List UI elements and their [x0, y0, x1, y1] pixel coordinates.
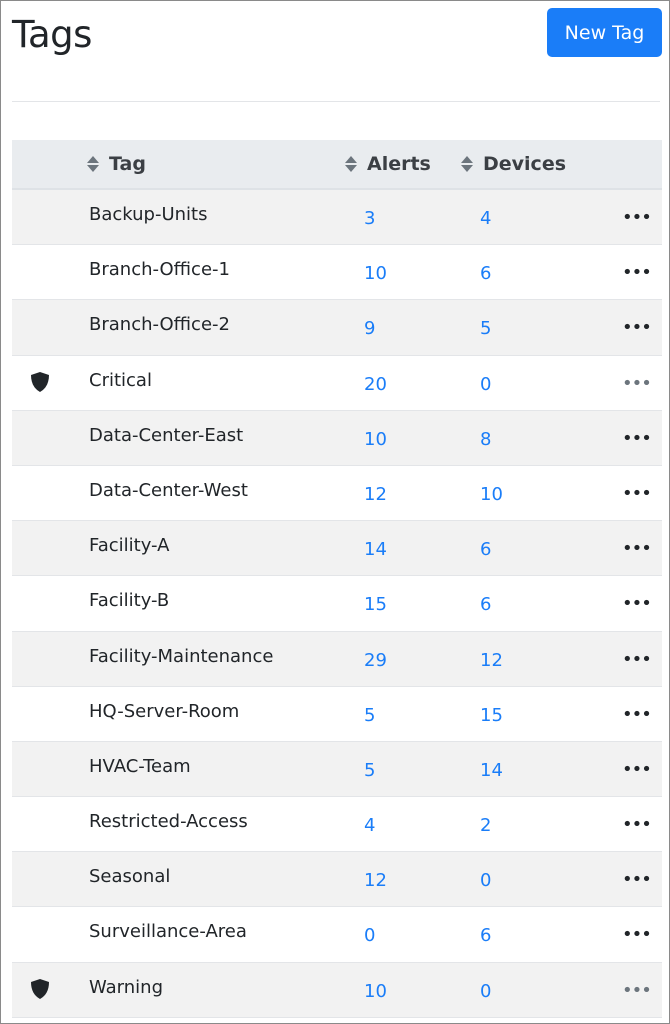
devices-link[interactable]: 4	[480, 208, 492, 229]
header-label: Alerts	[367, 153, 431, 175]
alerts-link[interactable]: 29	[364, 649, 387, 671]
alerts-link[interactable]: 5	[364, 759, 376, 781]
tag-name[interactable]: Critical	[89, 369, 152, 391]
alerts-link[interactable]: 3	[364, 208, 376, 229]
alerts-link[interactable]: 14	[364, 539, 387, 561]
tag-name[interactable]: Data-Center-West	[89, 479, 248, 501]
sort-devices-header[interactable]: Devices	[461, 153, 566, 175]
alerts-link[interactable]: 5	[364, 704, 376, 726]
tags-table: Tag Alerts Devices Backup-Units 3 4 ••• Bran…	[12, 140, 662, 1018]
tag-name[interactable]: Facility-Maintenance	[89, 645, 274, 667]
devices-link[interactable]: 0	[480, 373, 492, 395]
table-row: Seasonal 12 0 •••	[12, 852, 662, 908]
devices-link[interactable]: 6	[480, 539, 492, 561]
alerts-link[interactable]: 9	[364, 318, 376, 340]
tag-name[interactable]: Backup-Units	[89, 204, 208, 225]
page-title: Tags	[12, 13, 92, 56]
table-row: Data-Center-East 10 8 •••	[12, 410, 662, 466]
tag-name[interactable]: Warning	[89, 976, 164, 998]
devices-link[interactable]: 5	[480, 318, 492, 340]
tag-name[interactable]: Branch-Office-2	[89, 314, 230, 336]
table-row: Branch-Office-2 9 5 •••	[12, 300, 662, 356]
table-body: Backup-Units 3 4 ••• Branch-Office-1 10 6 ••• Br…	[12, 190, 662, 1018]
shield-icon	[31, 978, 49, 999]
devices-link[interactable]: 12	[480, 649, 503, 671]
alerts-link[interactable]: 10	[364, 263, 387, 285]
table-row: Data-Center-West 12 10 •••	[12, 466, 662, 522]
alerts-link[interactable]: 10	[364, 980, 387, 1002]
alerts-link[interactable]: 10	[364, 428, 387, 450]
devices-link[interactable]: 0	[480, 870, 492, 892]
devices-link[interactable]: 2	[480, 815, 492, 837]
alerts-link[interactable]: 15	[364, 594, 387, 616]
devices-link[interactable]: 6	[480, 925, 492, 947]
header-label: Tag	[109, 153, 146, 175]
more-actions-icon[interactable]: •••	[622, 758, 652, 780]
table-row: HVAC-Team 5 14 •••	[12, 741, 662, 798]
tag-name[interactable]: Restricted-Access	[89, 811, 248, 833]
table-row: Surveillance-Area 0 6 •••	[12, 907, 662, 963]
sort-icon	[461, 155, 473, 173]
tag-name[interactable]: Data-Center-East	[89, 424, 244, 446]
tag-name[interactable]: Facility-A	[89, 535, 170, 557]
tag-name[interactable]: Surveillance-Area	[89, 921, 247, 943]
more-actions-icon[interactable]: •••	[622, 538, 652, 560]
alerts-link[interactable]: 12	[364, 483, 387, 505]
more-actions-icon[interactable]: •••	[622, 814, 652, 836]
tag-name[interactable]: HVAC-Team	[89, 755, 191, 777]
devices-link[interactable]: 6	[480, 263, 492, 285]
more-actions-icon[interactable]: •••	[622, 593, 652, 615]
more-actions-icon[interactable]: •••	[622, 427, 652, 449]
alerts-link[interactable]: 4	[364, 815, 376, 837]
alerts-link[interactable]: 0	[364, 925, 376, 947]
sort-alerts-header[interactable]: Alerts	[345, 153, 431, 175]
sort-tag-header[interactable]: Tag	[87, 153, 146, 175]
divider	[12, 101, 660, 102]
devices-link[interactable]: 10	[480, 483, 503, 505]
devices-link[interactable]: 14	[480, 759, 503, 781]
more-actions-icon[interactable]: •••	[622, 703, 652, 725]
more-actions-icon[interactable]: •••	[622, 648, 652, 670]
shield-icon	[31, 371, 49, 392]
table-row: Critical 20 0 •••	[12, 356, 662, 411]
more-actions-icon[interactable]: •••	[622, 207, 652, 228]
table-header: Tag Alerts Devices	[12, 140, 662, 190]
more-actions-icon[interactable]: •••	[622, 979, 652, 1001]
header-label: Devices	[483, 153, 567, 175]
table-row: HQ-Server-Room 5 15 •••	[12, 687, 662, 742]
more-actions-icon[interactable]: •••	[622, 262, 652, 284]
table-row: Facility-A 14 6 •••	[12, 521, 662, 577]
tag-name[interactable]: Facility-B	[89, 590, 170, 612]
devices-link[interactable]: 15	[480, 704, 503, 726]
devices-link[interactable]: 6	[480, 594, 492, 616]
table-row: Warning 10 0 •••	[12, 962, 662, 1018]
alerts-link[interactable]: 12	[364, 870, 387, 892]
table-row: Facility-B 15 6 •••	[12, 576, 662, 632]
more-actions-icon[interactable]: •••	[622, 924, 652, 946]
more-actions-icon[interactable]: •••	[622, 869, 652, 891]
tag-name[interactable]: HQ-Server-Room	[89, 700, 240, 722]
table-row: Branch-Office-1 10 6 •••	[12, 245, 662, 301]
tag-name[interactable]: Branch-Office-1	[89, 259, 230, 281]
alerts-link[interactable]: 20	[364, 373, 387, 395]
tag-name[interactable]: Seasonal	[89, 866, 171, 888]
more-actions-icon[interactable]: •••	[622, 372, 652, 394]
sort-icon	[87, 155, 99, 173]
more-actions-icon[interactable]: •••	[622, 317, 652, 339]
more-actions-icon[interactable]: •••	[622, 482, 652, 504]
new-tag-button[interactable]: New Tag	[547, 8, 662, 57]
table-row: Backup-Units 3 4 •••	[12, 190, 662, 246]
table-row: Restricted-Access 4 2 •••	[12, 797, 662, 853]
table-row: Facility-Maintenance 29 12 •••	[12, 631, 662, 687]
sort-icon	[345, 155, 357, 173]
devices-link[interactable]: 8	[480, 428, 492, 450]
devices-link[interactable]: 0	[480, 980, 492, 1002]
